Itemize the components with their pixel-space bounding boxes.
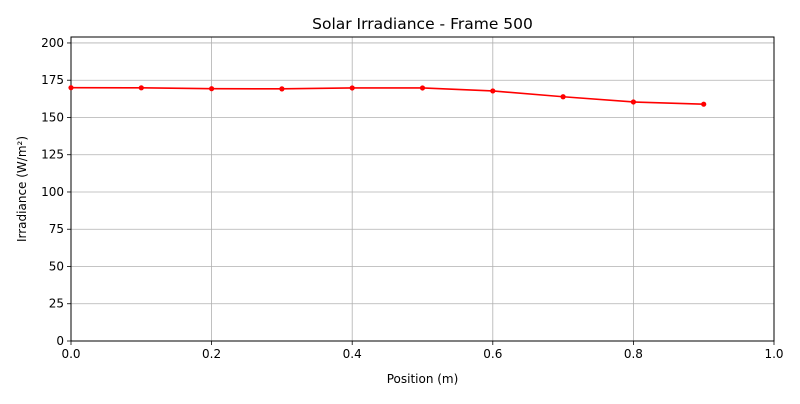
- y-tick-label: 0: [56, 334, 64, 348]
- x-tick-label: 0.8: [624, 347, 643, 361]
- x-tick-label: 0.2: [202, 347, 221, 361]
- x-axis-title: Position (m): [387, 372, 459, 386]
- series-layer: [68, 85, 707, 107]
- series-line: [70, 86, 704, 106]
- y-tick-label: 125: [41, 148, 64, 162]
- x-tick-label: 0.4: [343, 347, 362, 361]
- y-axis-title: Irradiance (W/m²): [15, 136, 29, 242]
- data-point: [138, 85, 144, 91]
- y-axis: 0 25 50 75 100 125 150 175 200: [41, 36, 71, 348]
- data-point: [630, 99, 637, 105]
- data-point: [279, 86, 285, 92]
- data-point: [209, 86, 215, 92]
- chart-title: Solar Irradiance - Frame 500: [312, 15, 533, 33]
- y-tick-label: 50: [49, 259, 64, 273]
- y-tick-label: 175: [41, 73, 64, 87]
- data-point: [490, 88, 496, 94]
- plot-area-frame: [70, 36, 775, 342]
- x-tick-label: 0.6: [483, 347, 502, 361]
- x-tick-label: 0.0: [61, 347, 80, 361]
- x-tick-label: 1.0: [764, 347, 783, 361]
- data-point: [560, 94, 566, 100]
- data-point: [419, 85, 426, 91]
- y-tick-label: 25: [49, 297, 64, 311]
- data-point: [349, 85, 355, 91]
- x-axis: 0.0 0.2 0.4 0.6 0.8 1.0: [61, 341, 784, 361]
- y-tick-label: 150: [41, 110, 64, 124]
- y-tick-label: 200: [41, 36, 64, 50]
- data-point: [68, 85, 74, 91]
- data-point: [701, 101, 707, 107]
- y-tick-label: 100: [41, 185, 64, 199]
- y-tick-label: 75: [49, 222, 64, 236]
